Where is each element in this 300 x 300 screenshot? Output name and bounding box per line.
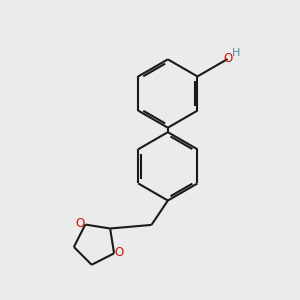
Text: O: O xyxy=(224,52,233,65)
Text: O: O xyxy=(75,218,85,230)
Text: H: H xyxy=(232,48,241,59)
Text: O: O xyxy=(115,246,124,259)
